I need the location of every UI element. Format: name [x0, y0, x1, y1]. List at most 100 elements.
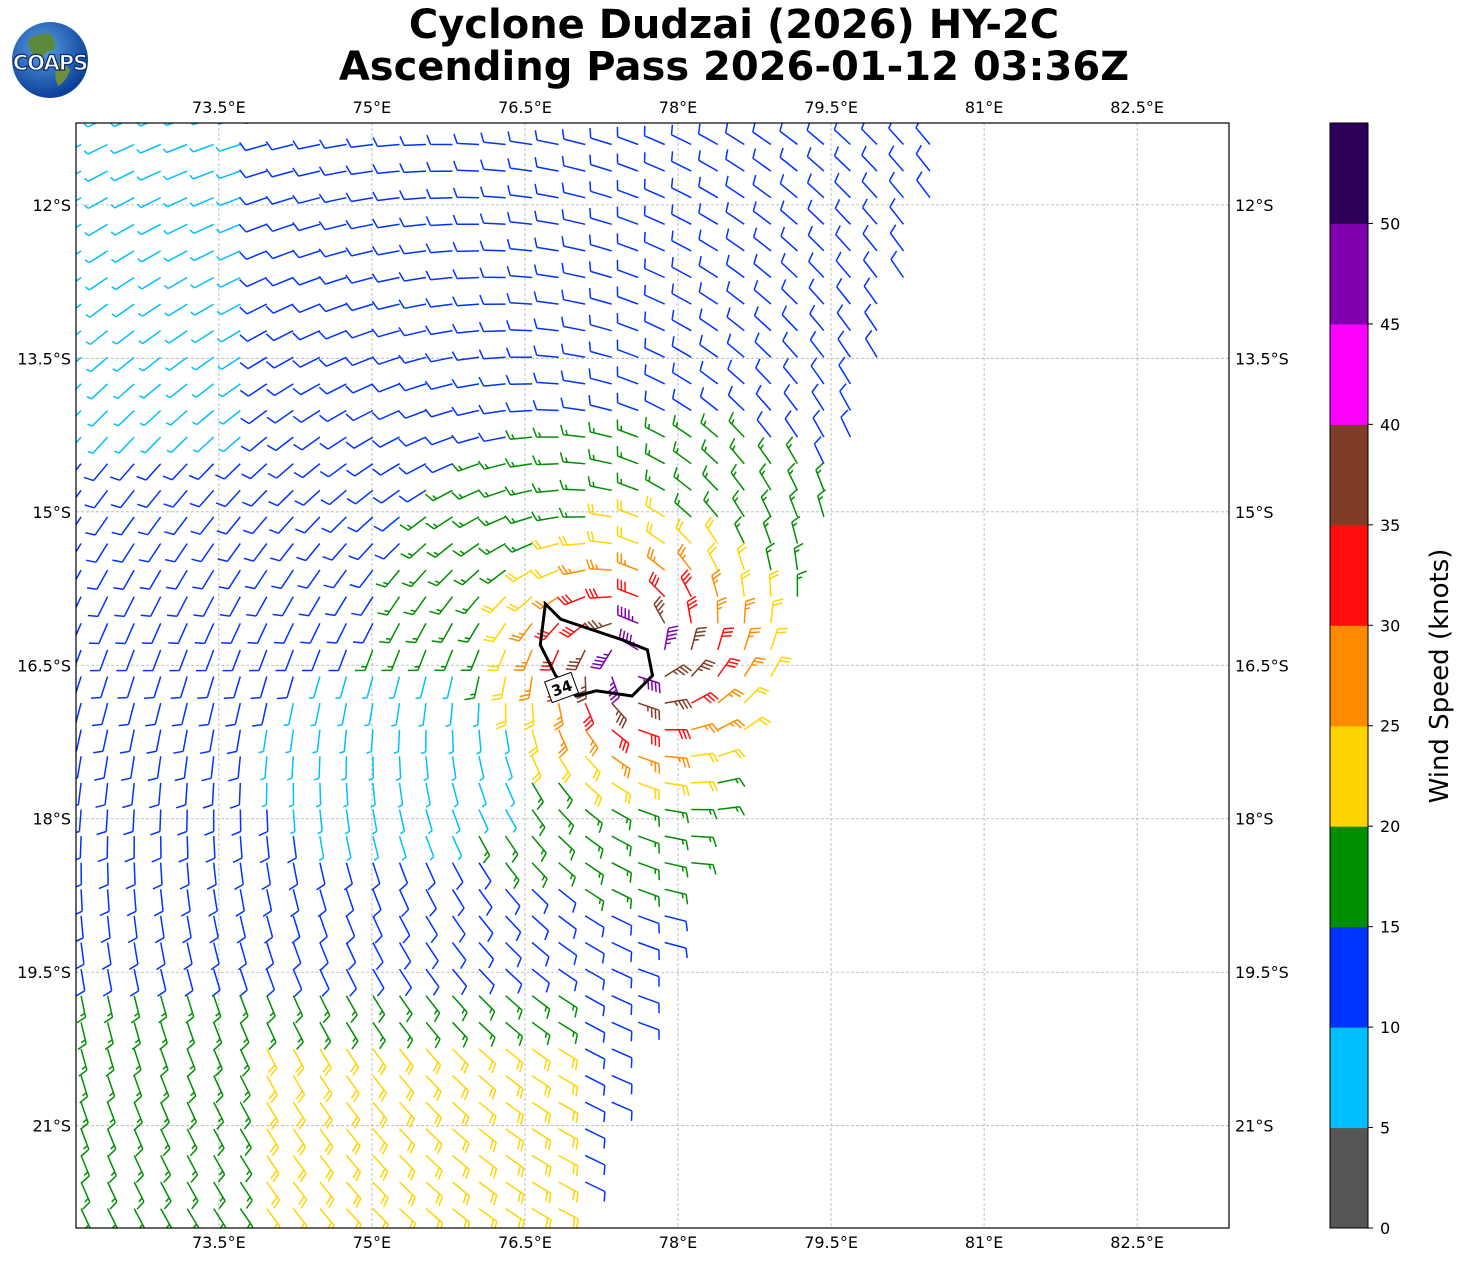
wind-barb	[770, 627, 788, 651]
wind-barb	[451, 995, 468, 1022]
wind-barb	[616, 446, 639, 465]
wind-barb	[451, 323, 480, 334]
wind-barb	[584, 888, 605, 912]
wind-barb	[398, 888, 410, 918]
wind-barb	[559, 452, 586, 465]
wind-barb	[133, 1208, 146, 1228]
wind-barb	[265, 303, 294, 314]
wind-barb	[345, 1075, 360, 1103]
wind-barb	[743, 627, 761, 651]
wind-barb	[725, 254, 745, 279]
wind-barb	[760, 489, 772, 518]
wind-barb	[637, 702, 661, 721]
wind-barb	[533, 264, 559, 279]
wind-barb	[717, 688, 744, 704]
wind-barb	[345, 329, 374, 339]
wind-barb	[505, 1154, 525, 1178]
wind-barb	[188, 463, 215, 481]
wind-barb	[726, 97, 745, 118]
wind-barb	[426, 161, 453, 173]
wind-barb	[328, 649, 348, 672]
wind-barb	[86, 383, 109, 400]
wind-barb	[584, 1128, 606, 1149]
wind-barb	[345, 356, 374, 367]
wind-barb	[189, 489, 215, 508]
wind-barb	[504, 542, 533, 553]
wind-barb	[643, 152, 665, 172]
wind-barb	[478, 995, 496, 1021]
wind-barb	[616, 233, 639, 252]
wind-barb	[163, 123, 176, 127]
wind-barb	[743, 656, 766, 677]
wind-barb	[445, 703, 454, 728]
wind-barb	[617, 100, 638, 118]
wind-barb	[262, 889, 273, 918]
wind-barb	[86, 569, 109, 591]
wind-barb	[318, 248, 347, 258]
wind-barb	[531, 596, 560, 610]
wind-barb	[345, 138, 373, 149]
wind-barb	[833, 146, 851, 172]
wind-barb	[351, 596, 374, 617]
wind-barb	[133, 1155, 145, 1184]
wind-barb	[425, 516, 453, 530]
wind-barb	[755, 384, 772, 411]
wind-barb	[861, 172, 878, 199]
wind-barb	[589, 207, 612, 226]
wind-barb	[324, 596, 348, 617]
wind-barb	[344, 809, 351, 835]
wind-barb	[139, 383, 162, 399]
wind-barb	[99, 889, 110, 917]
wind-barb	[189, 143, 214, 153]
wind-barb	[675, 518, 692, 545]
wind-barb	[505, 1075, 524, 1099]
wind-barb	[127, 915, 138, 944]
wind-barb	[101, 942, 112, 970]
wind-barb	[294, 489, 321, 506]
wind-barb	[425, 489, 453, 502]
wind-barb	[267, 463, 294, 479]
wind-barb	[398, 217, 427, 228]
wind-barb	[558, 1021, 579, 1045]
wind-barb	[644, 469, 666, 491]
wind-barb	[451, 809, 461, 835]
wind-barb	[478, 1181, 498, 1206]
wind-barb	[727, 359, 745, 385]
wind-barb	[320, 489, 347, 506]
lon-tick-label-top: 75°E	[353, 98, 391, 117]
colorbar-swatch	[1330, 625, 1368, 727]
wind-barb	[643, 205, 666, 225]
wind-barb	[398, 299, 427, 310]
wind-barb	[292, 222, 321, 232]
wind-barb	[345, 192, 374, 203]
wind-barb	[372, 809, 378, 835]
wind-barb	[76, 276, 82, 283]
wind-barb	[189, 223, 215, 235]
wind-barb	[664, 941, 688, 959]
wind-barb	[133, 1128, 144, 1157]
lat-tick-label-right: 12°S	[1235, 196, 1274, 215]
wind-barb	[400, 109, 426, 118]
wind-barb	[478, 888, 493, 917]
wind-barb	[372, 915, 383, 944]
wind-barb	[223, 676, 242, 700]
wind-barb	[530, 569, 559, 580]
wind-barb	[370, 782, 376, 808]
wind-barb	[452, 542, 480, 557]
colorbar-frame	[1329, 122, 1369, 1229]
wind-barb	[616, 366, 639, 385]
wind-barb	[616, 206, 639, 226]
wind-barb	[424, 380, 453, 391]
wind-barb	[189, 197, 214, 207]
wind-barb	[589, 181, 612, 199]
wind-barb	[144, 676, 162, 699]
wind-barb	[292, 1075, 306, 1103]
wind-barb	[76, 756, 82, 780]
wind-barb	[117, 676, 135, 699]
wind-barb	[451, 351, 480, 362]
wind-barb	[76, 676, 82, 695]
wind-contour-34kt: 34	[538, 600, 655, 704]
wind-barb	[318, 275, 347, 285]
wind-barb	[716, 596, 727, 624]
wind-barb	[425, 1101, 443, 1128]
